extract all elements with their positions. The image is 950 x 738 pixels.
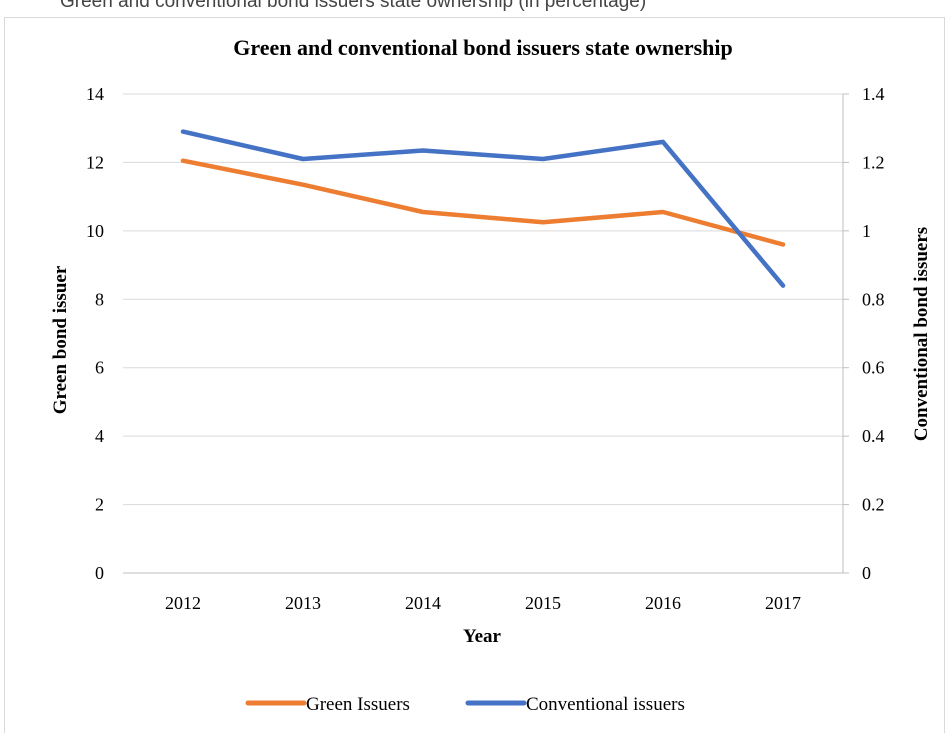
axes (123, 94, 844, 574)
y-right-tick-label: 0.8 (862, 289, 885, 309)
x-tick-label: 2016 (645, 593, 681, 613)
y-axis-left-label: Green bond issuer (50, 265, 71, 414)
series-line-green-issuers (180, 158, 786, 247)
y-left-tick-label: 4 (95, 426, 104, 446)
data-point-conventional-issuers (421, 148, 425, 153)
y-left-tick-label: 2 (95, 495, 104, 515)
data-point-green-issuers (781, 242, 785, 247)
x-tick-label: 2015 (525, 593, 561, 613)
data-point-green-issuers (181, 158, 185, 163)
top-caption: Green and conventional bond issuers stat… (60, 0, 647, 12)
left-axis-ticks: 0 2 4 6 8 10 12 14 (86, 84, 104, 583)
data-point-green-issuers (421, 210, 425, 215)
y-left-tick-label: 12 (86, 152, 104, 172)
data-point-conventional-issuers (301, 157, 305, 162)
y-right-tick-label: 1.2 (862, 152, 885, 172)
y-left-tick-label: 0 (95, 563, 104, 583)
y-right-tick-label: 0.2 (862, 495, 885, 515)
y-left-tick-label: 10 (86, 221, 104, 241)
x-tick-label: 2014 (405, 593, 441, 613)
x-axis-label: Year (463, 626, 502, 647)
legend-label-conventional-issuers: Conventional issuers (526, 694, 685, 715)
x-axis-ticks: 2012 2013 2014 2015 2016 2017 (165, 593, 801, 613)
data-point-green-issuers (661, 210, 665, 215)
y-left-tick-label: 14 (86, 84, 104, 104)
x-tick-label: 2017 (765, 593, 801, 613)
y-right-tick-label: 0 (862, 563, 871, 583)
chart-frame (4, 17, 945, 738)
grid-lines (123, 93, 843, 574)
data-point-conventional-issuers (661, 139, 665, 144)
data-point-green-issuers (301, 182, 305, 187)
legend: Green Issuers Conventional issuers (245, 694, 685, 715)
chart-title: Green and conventional bond issuers stat… (233, 35, 733, 60)
series-line-conventional-issuers (180, 129, 786, 288)
y-left-tick-label: 8 (95, 289, 104, 309)
y-right-tick-label: 1.4 (862, 84, 885, 104)
y-axis-right-label: Conventional bond issuers (911, 227, 932, 441)
data-point-conventional-issuers (541, 157, 545, 162)
x-tick-label: 2012 (165, 593, 201, 613)
data-point-conventional-issuers (181, 129, 185, 134)
legend-label-green-issuers: Green Issuers (306, 694, 410, 715)
x-tick-label: 2013 (285, 593, 321, 613)
y-right-tick-label: 0.6 (862, 358, 885, 378)
y-right-tick-label: 1 (862, 221, 871, 241)
right-axis-ticks: 0 0.2 0.4 0.6 0.8 1 1.2 1.4 (843, 84, 885, 583)
data-point-conventional-issuers (781, 283, 785, 288)
series-lines (180, 129, 786, 288)
data-point-green-issuers (541, 220, 545, 225)
y-right-tick-label: 0.4 (862, 426, 885, 446)
y-left-tick-label: 6 (95, 358, 104, 378)
